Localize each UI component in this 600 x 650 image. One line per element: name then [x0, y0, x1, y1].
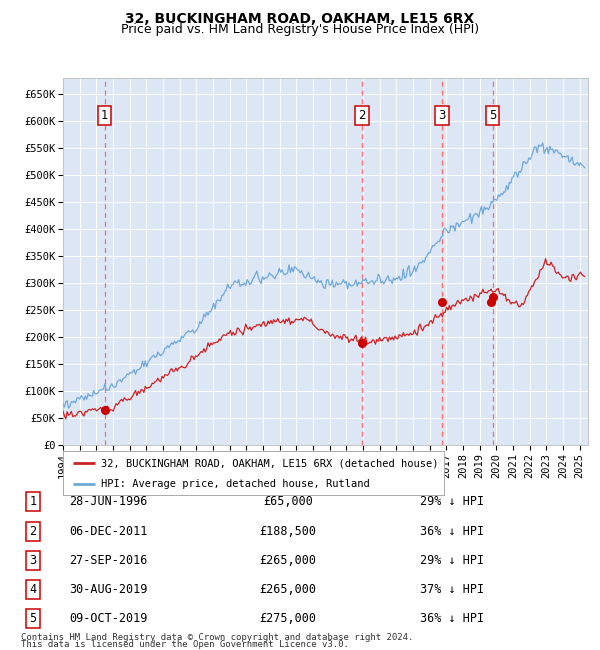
Text: This data is licensed under the Open Government Licence v3.0.: This data is licensed under the Open Gov… [21, 640, 349, 649]
Text: 37% ↓ HPI: 37% ↓ HPI [420, 583, 484, 596]
Text: 29% ↓ HPI: 29% ↓ HPI [420, 495, 484, 508]
Text: HPI: Average price, detached house, Rutland: HPI: Average price, detached house, Rutl… [101, 479, 370, 489]
Text: 30-AUG-2019: 30-AUG-2019 [69, 583, 147, 596]
Text: 28-JUN-1996: 28-JUN-1996 [69, 495, 147, 508]
Text: 32, BUCKINGHAM ROAD, OAKHAM, LE15 6RX (detached house): 32, BUCKINGHAM ROAD, OAKHAM, LE15 6RX (d… [101, 458, 439, 469]
Text: 2: 2 [358, 109, 365, 122]
Text: 09-OCT-2019: 09-OCT-2019 [69, 612, 147, 625]
Text: 06-DEC-2011: 06-DEC-2011 [69, 525, 147, 538]
Text: 5: 5 [29, 612, 37, 625]
Text: 1: 1 [29, 495, 37, 508]
Text: 2: 2 [29, 525, 37, 538]
Text: 32, BUCKINGHAM ROAD, OAKHAM, LE15 6RX: 32, BUCKINGHAM ROAD, OAKHAM, LE15 6RX [125, 12, 475, 26]
Text: 5: 5 [489, 109, 496, 122]
Text: Contains HM Land Registry data © Crown copyright and database right 2024.: Contains HM Land Registry data © Crown c… [21, 632, 413, 642]
Text: 4: 4 [29, 583, 37, 596]
Text: 1: 1 [101, 109, 108, 122]
Text: £275,000: £275,000 [260, 612, 317, 625]
Text: £65,000: £65,000 [263, 495, 313, 508]
Text: 3: 3 [439, 109, 446, 122]
Text: 27-SEP-2016: 27-SEP-2016 [69, 554, 147, 567]
Text: Price paid vs. HM Land Registry's House Price Index (HPI): Price paid vs. HM Land Registry's House … [121, 23, 479, 36]
Text: 36% ↓ HPI: 36% ↓ HPI [420, 525, 484, 538]
Text: £265,000: £265,000 [260, 583, 317, 596]
Text: £265,000: £265,000 [260, 554, 317, 567]
Text: £188,500: £188,500 [260, 525, 317, 538]
Text: 3: 3 [29, 554, 37, 567]
Text: 36% ↓ HPI: 36% ↓ HPI [420, 612, 484, 625]
Text: 29% ↓ HPI: 29% ↓ HPI [420, 554, 484, 567]
